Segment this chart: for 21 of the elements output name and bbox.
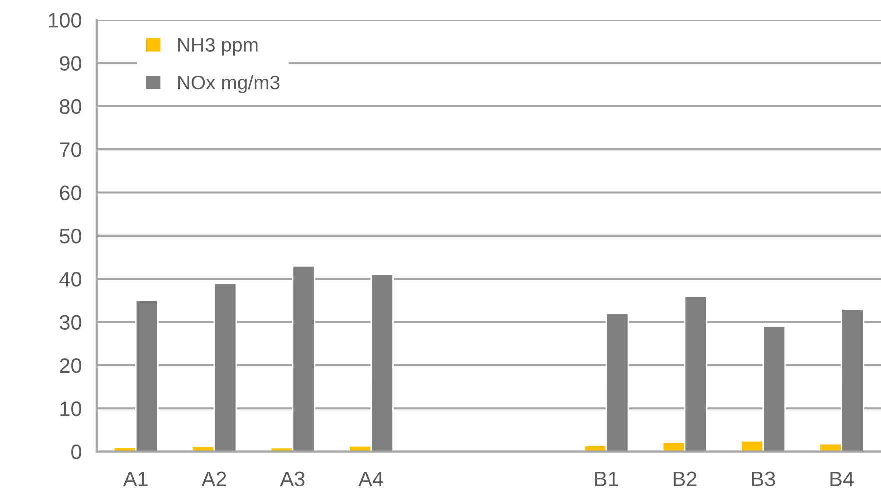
y-tick-label: 90 <box>60 56 82 72</box>
y-tick-label: 100 <box>49 13 82 28</box>
y-tick-label: 30 <box>60 315 82 330</box>
legend-label: NOx mg/m3 <box>178 75 280 94</box>
x-tick-label: A2 <box>202 472 226 486</box>
y-tick-label: 80 <box>60 99 82 114</box>
y-tick-label: 10 <box>60 402 82 416</box>
x-tick-label: A1 <box>123 472 148 486</box>
y-tick-label: 0 <box>72 444 82 460</box>
y-tick-label: 40 <box>60 272 82 287</box>
y-tick-label: 50 <box>60 228 82 244</box>
legend-label: NH3 ppm <box>178 38 258 56</box>
x-tick-label: B4 <box>830 472 854 486</box>
x-tick-label: A3 <box>280 472 305 487</box>
y-tick-label: 20 <box>60 358 82 374</box>
x-tick-label: B3 <box>752 472 776 487</box>
y-tick-label: 60 <box>60 186 82 201</box>
x-tick-label: B1 <box>596 472 618 486</box>
x-tick-label: B2 <box>674 472 697 486</box>
x-tick-label: A4 <box>358 472 384 486</box>
y-tick-label: 70 <box>60 142 82 158</box>
